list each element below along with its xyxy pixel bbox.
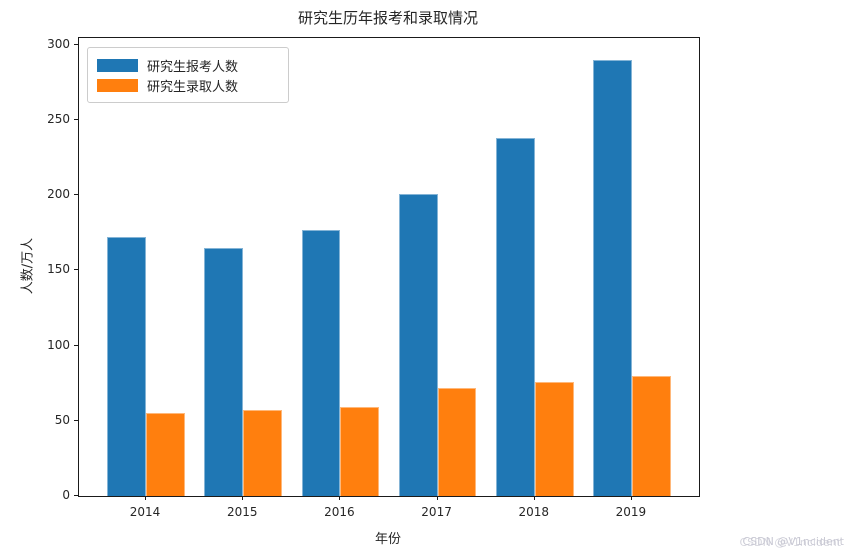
legend-swatch-admitted xyxy=(97,78,138,92)
bar-applicants-2019 xyxy=(593,59,632,496)
y-tick-mark-0 xyxy=(74,495,78,496)
plot-area: 研究生报考人数 研究生录取人数 xyxy=(78,37,700,497)
x-tick-mark-2019 xyxy=(630,496,632,500)
x-tick-label-2018: 2018 xyxy=(518,505,550,519)
bar-applicants-2015 xyxy=(204,247,244,496)
x-tick-label-2015: 2015 xyxy=(226,505,258,519)
x-tick-mark-2016 xyxy=(339,496,341,500)
bar-admitted-2017 xyxy=(437,387,477,496)
x-tick-mark-2014 xyxy=(145,496,147,500)
bar-admitted-2015 xyxy=(243,410,283,496)
bar-applicants-2016 xyxy=(301,229,341,496)
legend-item-applicants: 研究生报考人数 xyxy=(97,55,278,75)
bar-admitted-2016 xyxy=(340,407,380,496)
y-tick-label-100: 100 xyxy=(47,337,70,352)
x-tick-mark-2017 xyxy=(436,496,438,500)
watermark: CSDN @V1ncident CSDN @V1ncident xyxy=(739,535,845,549)
bar-admitted-2014 xyxy=(146,413,185,496)
x-tick-label-2014: 2014 xyxy=(129,505,161,519)
y-tick-label-0: 0 xyxy=(62,488,70,502)
y-tick-label-50: 50 xyxy=(54,412,70,427)
legend-label-applicants: 研究生报考人数 xyxy=(147,59,239,75)
y-tick-label-300: 300 xyxy=(47,36,70,51)
y-tick-label-150: 150 xyxy=(47,262,70,277)
x-tick-label-2016: 2016 xyxy=(324,505,355,519)
y-tick-mark-250 xyxy=(74,118,78,120)
legend: 研究生报考人数 研究生录取人数 xyxy=(87,47,289,103)
bar-applicants-2014 xyxy=(107,237,147,496)
legend-swatch-applicants xyxy=(97,58,138,72)
legend-item-admitted: 研究生录取人数 xyxy=(97,75,278,95)
x-tick-label-2019: 2019 xyxy=(615,505,647,519)
bar-applicants-2017 xyxy=(398,193,438,496)
watermark-text: CSDN @V1ncident xyxy=(742,535,845,548)
y-tick-mark-100 xyxy=(74,344,78,346)
bar-admitted-2019 xyxy=(631,375,671,496)
bar-applicants-2018 xyxy=(495,138,535,496)
y-tick-label-250: 250 xyxy=(47,111,70,126)
y-tick-label-200: 200 xyxy=(47,187,70,202)
chart-title: 研究生历年报考和录取情况 xyxy=(297,9,478,27)
watermark-ghost-text: CSDN @V1ncident xyxy=(739,536,842,549)
x-tick-mark-2018 xyxy=(533,496,535,500)
x-tick-label-2017: 2017 xyxy=(421,505,452,519)
y-tick-mark-50 xyxy=(74,419,78,421)
legend-label-admitted: 研究生录取人数 xyxy=(147,79,239,95)
y-tick-mark-150 xyxy=(74,269,78,271)
bar-admitted-2018 xyxy=(534,381,574,496)
y-tick-mark-200 xyxy=(74,194,78,196)
x-axis-label: 年份 xyxy=(374,532,401,547)
x-tick-mark-2015 xyxy=(242,496,244,500)
y-tick-mark-300 xyxy=(74,43,78,45)
